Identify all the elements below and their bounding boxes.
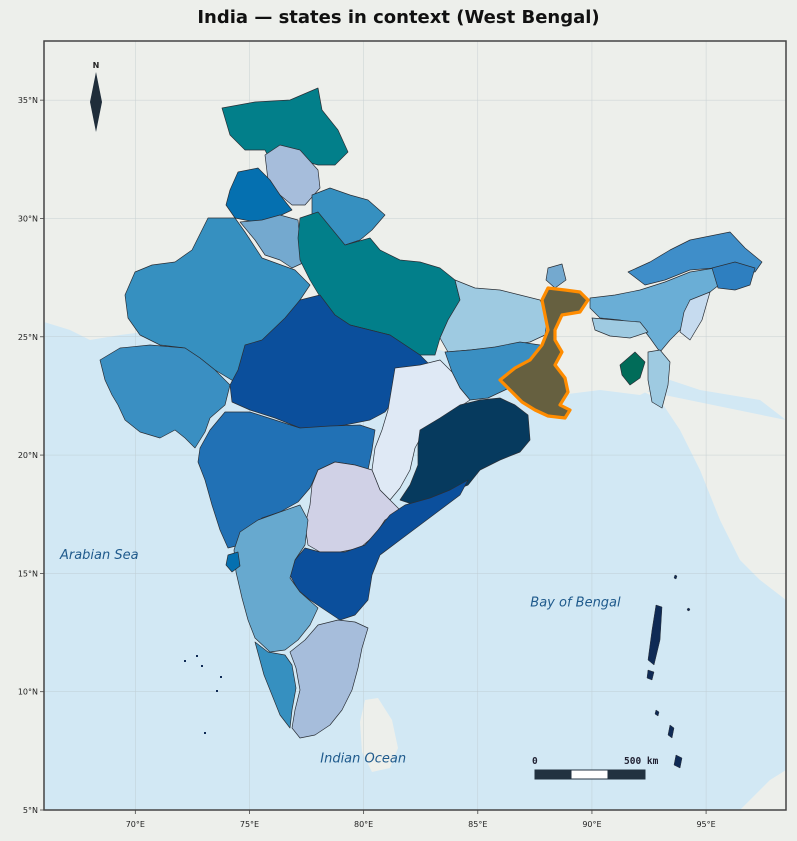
- state-andhra-pradesh[interactable]: [289, 479, 469, 621]
- neighbour-land-myanmar: [640, 390, 786, 600]
- water-label: Arabian Sea: [59, 548, 139, 563]
- north-arrow-icon: N: [90, 61, 102, 132]
- map-frame: [43, 40, 787, 811]
- x-tick-label: 90°E: [582, 820, 601, 829]
- state-tripura[interactable]: [619, 351, 646, 386]
- state-ladakh[interactable]: [221, 87, 349, 166]
- axis-ticks: 70°E 75°E 80°E 85°E 90°E 95°E 5°N 10°N 15°N 20°N 2…: [18, 96, 716, 829]
- y-tick-label: 20°N: [18, 451, 38, 460]
- north-arrow-label: N: [93, 61, 100, 70]
- state-mizoram[interactable]: [647, 349, 671, 409]
- state-tamil-nadu[interactable]: [289, 619, 369, 739]
- neighbour-land-sri-lanka: [360, 698, 398, 772]
- scale-bar-end-label: 500 km: [624, 756, 659, 767]
- water-labels: Arabian Sea Bay of Bengal Indian Ocean: [59, 548, 621, 766]
- x-tick-label: 80°E: [354, 820, 373, 829]
- x-tick-label: 95°E: [696, 820, 715, 829]
- x-tick-label: 85°E: [468, 820, 487, 829]
- state-manipur[interactable]: [679, 291, 711, 341]
- y-tick-label: 25°N: [18, 333, 38, 342]
- lakshadweep-islands: [184, 655, 222, 734]
- state-arunachal-pradesh[interactable]: [627, 231, 763, 286]
- y-tick-label: 15°N: [18, 569, 38, 578]
- y-tick-label: 35°N: [18, 96, 38, 105]
- state-gujarat[interactable]: [99, 344, 231, 449]
- scale-bar: 0 500 km: [532, 756, 659, 780]
- state-karnataka[interactable]: [233, 504, 319, 653]
- state-meghalaya[interactable]: [591, 317, 649, 339]
- water-label: Indian Ocean: [320, 752, 406, 767]
- state-sikkim[interactable]: [545, 263, 567, 289]
- y-tick-label: 5°N: [23, 806, 38, 815]
- state-west-bengal[interactable]: [498, 286, 590, 420]
- y-tick-label: 30°N: [18, 214, 38, 223]
- water-label: Bay of Bengal: [530, 596, 621, 611]
- state-odisha[interactable]: [399, 397, 531, 506]
- neighbour-land-southeast: [740, 770, 786, 810]
- state-nagaland[interactable]: [711, 261, 756, 291]
- state-kerala[interactable]: [254, 641, 297, 729]
- state-andaman-nicobar[interactable]: [646, 574, 691, 769]
- map-title: India — states in context (West Bengal): [197, 7, 600, 28]
- x-tick-label: 75°E: [240, 820, 259, 829]
- states-layer: [99, 87, 763, 769]
- state-goa[interactable]: [225, 551, 241, 573]
- x-tick-label: 70°E: [126, 820, 145, 829]
- scale-bar-start-label: 0: [532, 756, 538, 767]
- y-tick-label: 10°N: [18, 688, 38, 697]
